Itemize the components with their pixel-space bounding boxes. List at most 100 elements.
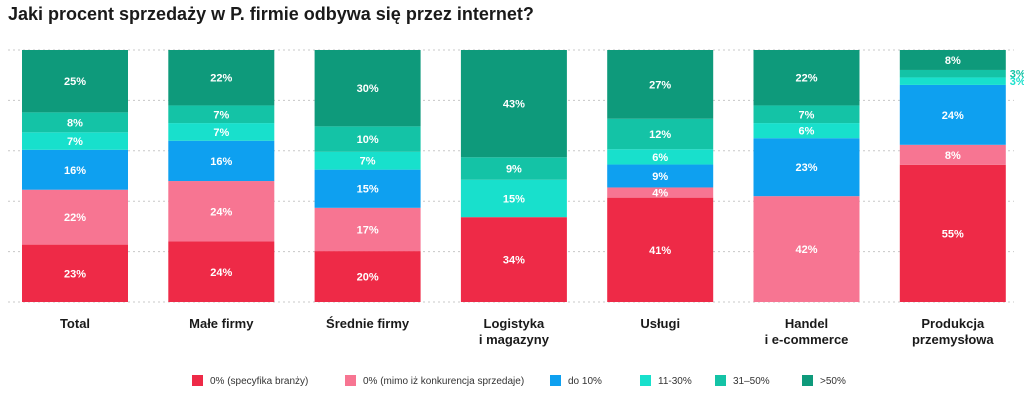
bar-segment (460, 217, 567, 302)
bar-segment (314, 151, 421, 170)
data-label: 27% (649, 79, 671, 91)
bar-segment (899, 164, 1006, 302)
bars: 23% 22% 16% 7% 8% 25% 24% 24% 16% 7% 7% 22% 20% 17% 15… (22, 50, 1024, 302)
data-label: 22% (210, 73, 232, 85)
category-label: Produkcja (921, 316, 985, 331)
data-label: 17% (357, 224, 379, 236)
data-label: 24% (942, 110, 964, 122)
bar-segment (607, 118, 714, 150)
data-label: 3% (1010, 69, 1024, 81)
bar-segment (22, 149, 128, 190)
data-label: 30% (357, 83, 379, 95)
data-label: 12% (649, 129, 671, 141)
category-label: Total (60, 316, 90, 331)
bar-segment (899, 144, 1006, 165)
category-label: i magazyny (479, 332, 550, 347)
data-label: 7% (213, 109, 229, 121)
bar-segment (168, 140, 275, 182)
data-label: 20% (357, 272, 379, 284)
bar-segment (460, 50, 567, 158)
bar-segment (607, 187, 714, 198)
data-label: 8% (945, 55, 961, 67)
data-label: 4% (652, 188, 668, 200)
bar-segment (314, 50, 421, 127)
data-label: 7% (67, 136, 83, 148)
bar-segment (314, 251, 421, 302)
bar-segment (753, 138, 860, 197)
data-label: 23% (64, 268, 86, 280)
data-label: 16% (210, 156, 232, 168)
bar-segment (899, 50, 1006, 70)
legend: 0% (specyfika branży) 0% (mimo iż konkure… (192, 375, 846, 387)
data-label: 42% (795, 244, 817, 256)
data-label: 3% (1010, 76, 1024, 88)
bar-segment (899, 84, 1006, 145)
data-label: 6% (652, 152, 668, 164)
category-label: i e-commerce (765, 332, 849, 347)
legend-label: 31–50% (733, 376, 770, 387)
bar-segment (753, 50, 860, 106)
bar-segment (314, 207, 421, 252)
bar-segment (314, 126, 421, 152)
data-label: 15% (503, 193, 525, 205)
bar-segment (168, 181, 275, 242)
bar-segment (168, 241, 275, 302)
data-label: 8% (945, 150, 961, 162)
data-label: 24% (210, 267, 232, 279)
data-label: 43% (503, 99, 525, 111)
category-label: Handel (785, 316, 828, 331)
bar-segment (168, 105, 275, 124)
data-label: 16% (64, 165, 86, 177)
bar-segment (314, 169, 421, 208)
data-label: 7% (213, 127, 229, 139)
data-label: 41% (649, 245, 671, 257)
legend-swatch (640, 375, 651, 386)
bar-segment (168, 123, 275, 141)
bar-segment (607, 149, 714, 165)
bar-segment (899, 69, 1006, 78)
legend-label: do 10% (568, 376, 602, 387)
legend-label: 0% (specyfika branży) (210, 376, 308, 387)
category-label: Usługi (640, 316, 680, 331)
category-label: Średnie firmy (326, 316, 410, 331)
data-label: 9% (652, 171, 668, 183)
bar-segment (22, 189, 128, 245)
bar-segment (607, 197, 714, 302)
data-label: 6% (799, 126, 815, 138)
data-label: 7% (799, 109, 815, 121)
data-label: 34% (503, 255, 525, 267)
data-label: 22% (64, 212, 86, 224)
bar-segment (22, 112, 128, 133)
bar-segment (460, 179, 567, 218)
bar-segment (22, 132, 128, 150)
bar-segment (607, 164, 714, 188)
category-label: Małe firmy (189, 316, 254, 331)
bar-segment (168, 50, 275, 106)
data-label: 55% (942, 228, 964, 240)
data-label: 10% (357, 134, 379, 146)
chart-title: Jaki procent sprzedaży w P. firmie odbyw… (8, 4, 534, 24)
bar-segment (899, 77, 1006, 85)
legend-swatch (802, 375, 813, 386)
category-label: przemysłowa (912, 332, 994, 347)
bar-segment (22, 244, 128, 302)
legend-swatch (550, 375, 561, 386)
legend-label: 11-30% (658, 376, 692, 387)
legend-swatch (345, 375, 356, 386)
data-label: 24% (210, 206, 232, 218)
legend-swatch (192, 375, 203, 386)
data-label: 25% (64, 76, 86, 88)
data-label: 9% (506, 164, 522, 176)
bar-segment (607, 50, 714, 119)
bar-segment (753, 105, 860, 124)
bar-segment (22, 50, 128, 113)
bar-segment (753, 123, 860, 139)
legend-label: 0% (mimo iż konkurencja sprzedaje) (363, 376, 524, 387)
category-label: Logistyka (484, 316, 545, 331)
legend-swatch (715, 375, 726, 386)
bar-segment (460, 157, 567, 180)
legend-label: >50% (820, 376, 846, 387)
data-label: 23% (795, 162, 817, 174)
